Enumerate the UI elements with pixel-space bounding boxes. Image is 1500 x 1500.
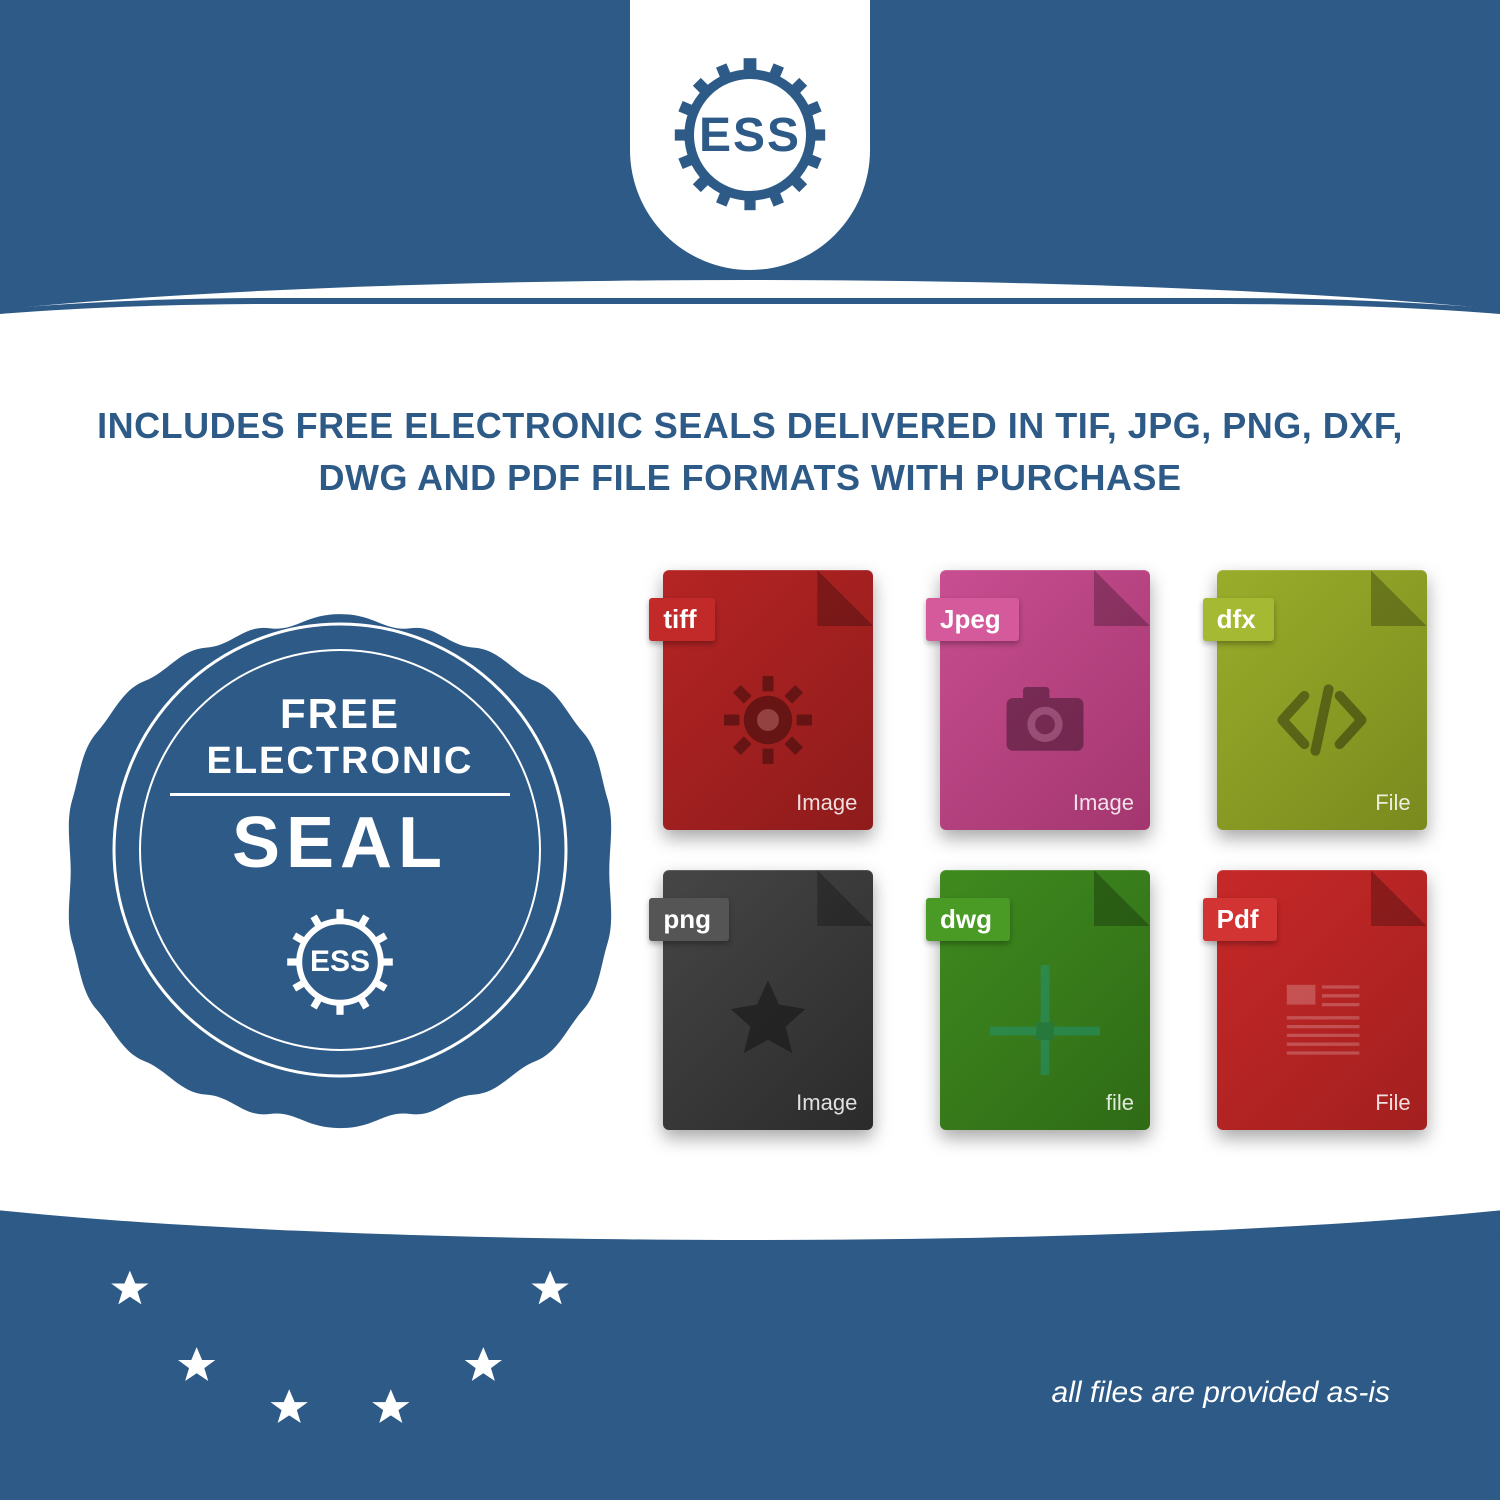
logo-shield: ESS — [630, 0, 870, 270]
file-footer-label: File — [1375, 1090, 1410, 1116]
file-glyph-icon — [940, 960, 1150, 1080]
file-footer-label: Image — [1073, 790, 1134, 816]
file-glyph-icon — [1217, 660, 1427, 780]
infographic-canvas: ESS INCLUDES FREE ELECTRONIC SEALS DELIV… — [0, 0, 1500, 1500]
seal-line1: FREE — [280, 690, 400, 738]
file-tab-label: dfx — [1203, 598, 1274, 641]
logo-gear-icon: ESS — [670, 55, 830, 215]
file-footer-label: Image — [796, 1090, 857, 1116]
file-icon-png: png Image — [663, 870, 873, 1130]
seal-divider — [170, 793, 510, 796]
file-footer-label: File — [1375, 790, 1410, 816]
seal-line2: ELECTRONIC — [207, 740, 474, 783]
file-tab-label: tiff — [649, 598, 714, 641]
seal-badge: FREE ELECTRONIC SEAL — [60, 570, 620, 1130]
file-fold — [1094, 870, 1150, 926]
file-glyph-icon — [940, 660, 1150, 780]
file-fold — [817, 570, 873, 626]
file-tab-label: png — [649, 898, 729, 941]
file-tab-label: Pdf — [1203, 898, 1277, 941]
content-row: FREE ELECTRONIC SEAL — [60, 540, 1440, 1160]
seal-line3: SEAL — [232, 802, 448, 884]
file-footer-label: file — [1106, 1090, 1134, 1116]
file-fold — [1371, 870, 1427, 926]
file-icon-pdf: Pdf File — [1217, 870, 1427, 1130]
file-glyph-icon — [1217, 960, 1427, 1080]
headline-text: INCLUDES FREE ELECTRONIC SEALS DELIVERED… — [60, 400, 1440, 504]
file-icon-dfx: dfx File — [1217, 570, 1427, 830]
file-footer-label: Image — [796, 790, 857, 816]
file-fold — [1094, 570, 1150, 626]
file-glyph-icon — [663, 660, 873, 780]
files-grid: tiff Image Jpeg Image dfx File png Image… — [650, 570, 1440, 1130]
file-fold — [1371, 570, 1427, 626]
logo-text: ESS — [699, 108, 801, 163]
file-icon-tiff: tiff Image — [663, 570, 873, 830]
file-glyph-icon — [663, 960, 873, 1080]
file-icon-dwg: dwg file — [940, 870, 1150, 1130]
file-tab-label: Jpeg — [926, 598, 1019, 641]
disclaimer-text: all files are provided as-is — [1052, 1376, 1390, 1410]
file-fold — [817, 870, 873, 926]
file-tab-label: dwg — [926, 898, 1010, 941]
star-arc — [60, 920, 620, 1480]
file-icon-jpeg: Jpeg Image — [940, 570, 1150, 830]
